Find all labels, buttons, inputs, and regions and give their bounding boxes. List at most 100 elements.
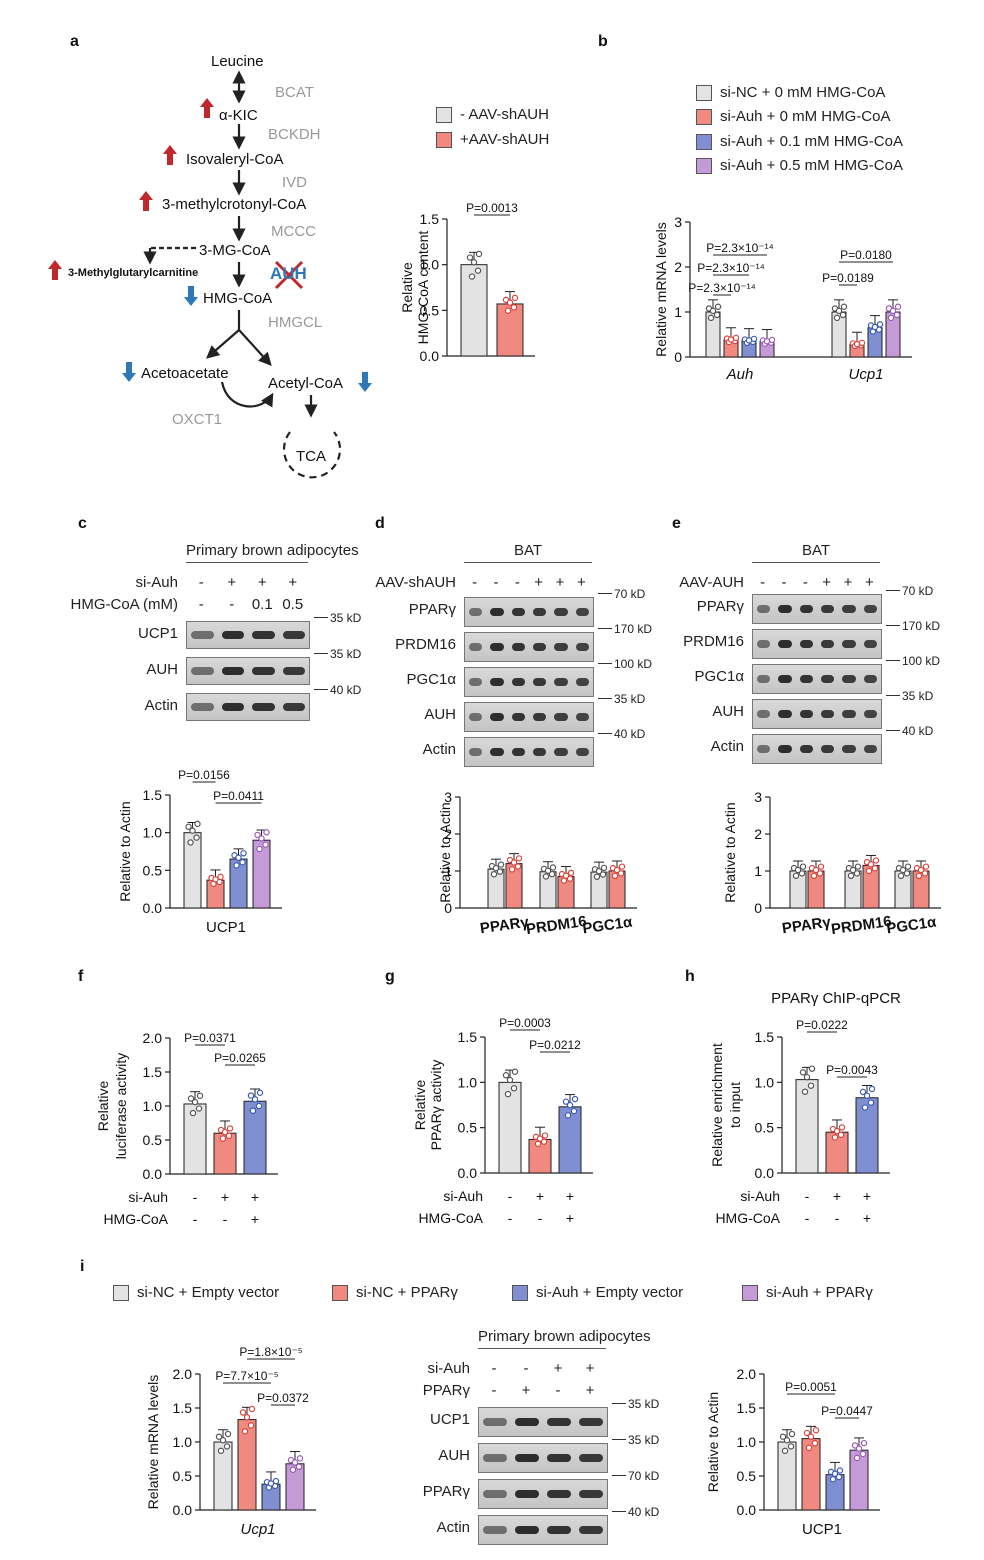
condition-sign: +	[822, 574, 832, 591]
legend-swatch	[512, 1284, 528, 1301]
data-point	[196, 1092, 204, 1099]
data-point	[833, 314, 841, 322]
legend-b-item-4: si-Auh + 0.5 mM HMG-CoA	[696, 157, 903, 174]
blot-band	[483, 1418, 507, 1426]
data-point	[240, 850, 247, 857]
y-tick-label: 1.5	[458, 1029, 478, 1045]
marker-tick	[598, 593, 612, 594]
data-point	[542, 873, 550, 880]
legend-label: si-NC + PPARγ	[356, 1284, 458, 1301]
blot-strip	[464, 737, 594, 767]
blot-strip	[752, 664, 882, 694]
y-tick-label: 0.5	[420, 302, 440, 318]
condition-sign: -	[802, 574, 808, 591]
data-point	[504, 307, 512, 314]
p-value-label: P=0.0189	[822, 271, 874, 285]
blot-band	[282, 667, 305, 675]
metabolite-acetoacetate: Acetoacetate	[141, 365, 229, 382]
condition-row-label: si-Auh	[128, 1189, 168, 1205]
y-tick-label: 1.0	[420, 257, 440, 273]
y-tick-label: 0.5	[173, 1468, 193, 1484]
blot-band	[757, 745, 771, 753]
data-point	[217, 873, 224, 881]
data-point	[836, 1467, 844, 1474]
blot-band	[821, 675, 835, 683]
y-axis-label: Relative to Actin	[437, 802, 453, 902]
blot-band	[490, 643, 504, 651]
p-value-label: P=2.3×10⁻¹⁴	[697, 261, 765, 275]
blot-band	[821, 745, 835, 753]
blot-title: Primary brown adipocytes	[186, 542, 359, 559]
blot-band	[842, 675, 856, 683]
marker-tick	[612, 1511, 626, 1512]
metabolite-3mg-carnitine: 3-Methylglutarylcarnitine	[68, 267, 199, 279]
legend-label: si-Auh + 0 mM HMG-CoA	[720, 108, 891, 125]
data-point	[779, 1433, 787, 1440]
data-point	[876, 321, 884, 328]
data-point	[860, 1439, 868, 1447]
data-point	[835, 1473, 843, 1481]
data-point	[714, 303, 722, 310]
blot-strip	[186, 621, 310, 649]
data-point	[871, 865, 879, 872]
condition-sign: +	[863, 1210, 871, 1226]
y-axis-label: Relative mRNA levels	[145, 1375, 161, 1510]
y-tick-label: 1.5	[755, 1029, 775, 1045]
enzyme-ivd: IVD	[282, 174, 308, 191]
y-tick-label: 0.0	[173, 1502, 193, 1518]
legend-label: si-Auh + 0.5 mM HMG-CoA	[720, 157, 903, 174]
legend-a-item-2: +AAV-shAUH	[436, 131, 549, 148]
marker-tick	[886, 660, 900, 661]
data-point	[867, 861, 875, 868]
marker-tick	[612, 1439, 626, 1440]
data-point	[562, 872, 570, 879]
y-axis-label: PPARγ activity	[428, 1060, 444, 1151]
blot-band	[221, 703, 244, 711]
p-value-label: P=0.0222	[796, 1018, 848, 1032]
data-point	[241, 1428, 249, 1435]
condition-sign: -	[223, 1211, 228, 1227]
data-point	[187, 1095, 195, 1102]
category-label: PRDM16	[830, 913, 893, 938]
data-point	[544, 867, 552, 874]
data-point	[781, 1447, 789, 1455]
legend-swatch	[742, 1284, 758, 1301]
y-tick-label: 3	[754, 789, 762, 805]
legend-label: si-Auh + 0.1 mM HMG-CoA	[720, 133, 903, 150]
data-point	[534, 1140, 542, 1148]
data-point	[255, 1102, 263, 1110]
blot-title-underline	[752, 562, 880, 563]
data-point	[904, 863, 912, 870]
data-point	[595, 867, 603, 875]
blot-band	[533, 713, 547, 721]
y-tick-label: 1	[444, 863, 452, 879]
p-value-label: P=0.0265	[214, 1051, 266, 1065]
marker-tick	[886, 730, 900, 731]
data-point	[803, 1429, 811, 1437]
data-point	[868, 1085, 876, 1093]
data-point	[859, 1450, 867, 1458]
condition-row-label: HMG-CoA	[418, 1210, 483, 1226]
data-point	[187, 839, 194, 846]
data-point	[272, 1477, 280, 1485]
data-point	[466, 254, 474, 261]
condition-sign: -	[472, 574, 478, 591]
condition-sign: -	[198, 596, 204, 613]
p-value-label: P=0.0003	[499, 1016, 551, 1030]
metabolite-leucine: Leucine	[211, 53, 264, 70]
data-point	[798, 870, 806, 877]
y-tick-label: 1.0	[173, 1434, 193, 1450]
y-tick-label: 1.5	[173, 1400, 193, 1416]
p-value-label: P=0.0411	[213, 789, 264, 803]
blot-band	[799, 675, 813, 683]
data-point	[847, 872, 855, 880]
data-point	[195, 1105, 203, 1112]
metabolite-isovaleryl: Isovaleryl-CoA	[186, 151, 284, 168]
data-point	[262, 841, 269, 848]
blot-strip	[478, 1443, 608, 1473]
data-point	[540, 1138, 548, 1145]
blot-title: Primary brown adipocytes	[478, 1328, 651, 1345]
data-point	[296, 1455, 304, 1462]
data-point	[510, 859, 518, 866]
condition-sign: -	[491, 1382, 497, 1399]
